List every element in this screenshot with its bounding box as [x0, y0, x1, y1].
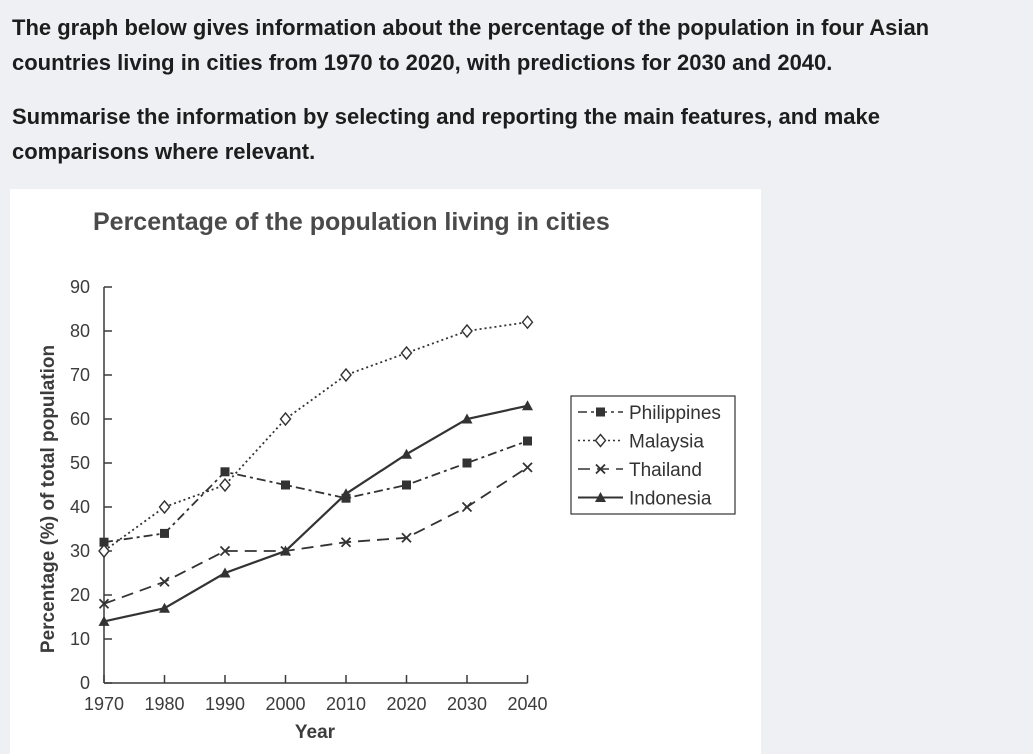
data-point-malaysia — [461, 323, 473, 339]
data-point-indonesia — [461, 413, 473, 424]
series-line-indonesia — [103, 404, 528, 623]
series-line-philippines — [103, 440, 528, 544]
data-point-philippines — [523, 436, 532, 446]
y-tick-label: 90 — [70, 277, 90, 297]
prompt-line-1: The graph below gives information about … — [12, 15, 930, 75]
legend-label-thailand: Thailand — [629, 460, 702, 481]
y-tick-label: 50 — [70, 453, 90, 473]
data-point-indonesia — [159, 602, 170, 613]
y-tick-label: 40 — [70, 497, 90, 517]
data-point-malaysia — [98, 543, 110, 559]
data-point-thailand — [340, 537, 352, 548]
x-tick-label: 2020 — [386, 694, 426, 714]
data-point-philippines — [160, 528, 169, 538]
y-tick-label: 80 — [70, 321, 90, 341]
data-point-indonesia — [401, 448, 412, 459]
data-point-malaysia — [400, 345, 413, 361]
data-point-philippines — [220, 467, 230, 477]
data-point-thailand — [522, 462, 533, 473]
data-point-malaysia — [521, 315, 534, 330]
y-tick-label: 0 — [80, 673, 90, 693]
y-tick-label: 10 — [70, 629, 90, 649]
data-point-malaysia — [279, 411, 292, 427]
data-point-malaysia — [219, 477, 231, 493]
y-tick-label: 70 — [70, 365, 90, 385]
legend-label-malaysia: Malaysia — [629, 432, 704, 453]
series-line-malaysia — [103, 321, 528, 552]
x-tick-label: 2040 — [507, 694, 547, 714]
x-tick-label: 1970 — [84, 694, 124, 714]
data-point-thailand — [219, 545, 231, 557]
legend-marker-malaysia — [594, 433, 607, 448]
legend-label-philippines: Philippines — [629, 403, 721, 424]
y-tick-label: 30 — [70, 541, 90, 561]
task-prompt: The graph below gives information about … — [12, 10, 1012, 169]
legend-box — [570, 395, 736, 515]
data-point-indonesia — [340, 488, 352, 499]
x-tick-label: 1990 — [205, 694, 245, 714]
series-line-thailand — [103, 466, 528, 605]
y-tick-label: 60 — [70, 409, 90, 429]
data-point-malaysia — [158, 499, 171, 515]
data-point-indonesia — [522, 400, 533, 411]
series-lines — [103, 321, 528, 623]
data-point-philippines — [462, 458, 472, 468]
legend: Philippines Malaysia Thailand Indonesia — [570, 395, 736, 515]
y-tick-label: 20 — [70, 585, 90, 605]
chart-figure: Percentage of the population living in c… — [10, 189, 761, 754]
data-point-philippines — [99, 537, 109, 547]
x-tick-label: 1980 — [144, 694, 184, 714]
legend-marker-thailand — [595, 463, 606, 475]
chart-title: Percentage of the population living in c… — [93, 208, 610, 236]
legend-marker-indonesia — [595, 492, 606, 502]
data-point-philippines — [281, 480, 290, 490]
x-axis-label: Year — [295, 722, 336, 743]
data-point-malaysia — [340, 367, 352, 383]
x-tick-label: 2030 — [447, 694, 487, 714]
data-point-thailand — [401, 532, 412, 543]
series-markers — [98, 315, 534, 626]
data-point-indonesia — [280, 545, 291, 556]
data-point-philippines — [402, 480, 411, 490]
x-tick-label: 2000 — [265, 694, 305, 714]
y-axis-label: Percentage (%) of total population — [38, 345, 59, 653]
legend-label-indonesia: Indonesia — [629, 489, 712, 510]
prompt-line-2: Summarise the information by selecting a… — [12, 104, 880, 164]
data-point-thailand — [461, 501, 473, 513]
data-point-thailand — [159, 576, 170, 587]
data-point-thailand — [98, 598, 110, 609]
legend-marker-philippines — [596, 407, 605, 417]
x-tick-label: 2010 — [326, 694, 366, 714]
line-chart: Percentage of the population living in c… — [38, 208, 736, 743]
data-point-indonesia — [219, 567, 231, 578]
data-point-indonesia — [98, 615, 110, 626]
